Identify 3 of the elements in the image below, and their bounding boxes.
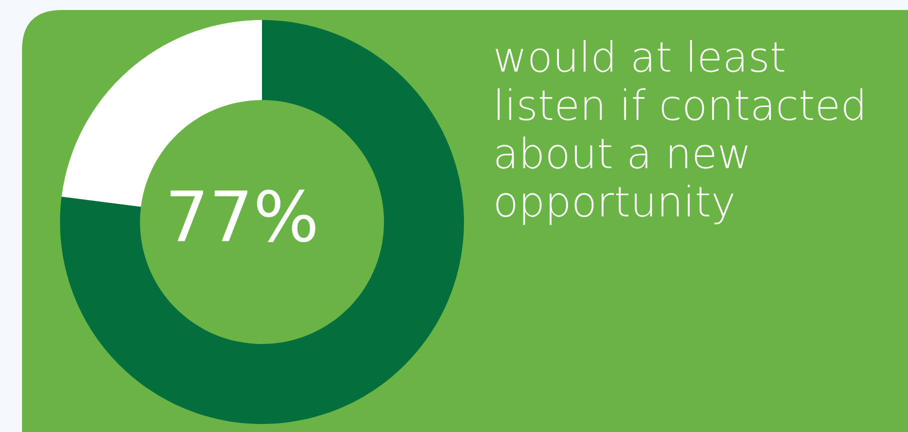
- text: would at least listen if contacted about a new opportunity: [496, 40, 862, 226]
- donut-slice: [60, 20, 464, 424]
- data-label: 77%: [170, 190, 316, 242]
